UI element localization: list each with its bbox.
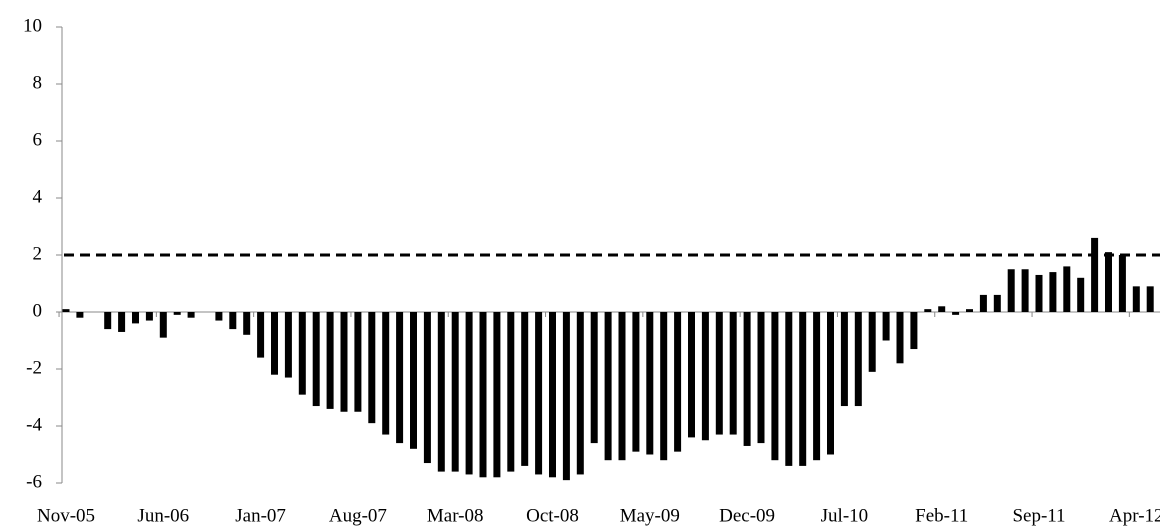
bar xyxy=(993,294,1001,312)
bar xyxy=(159,312,167,338)
bar xyxy=(785,312,793,466)
bar xyxy=(298,312,306,395)
bar xyxy=(882,312,890,341)
bar xyxy=(1091,237,1099,312)
y-tick-label: 2 xyxy=(33,243,43,264)
bar xyxy=(257,312,265,358)
bar xyxy=(701,312,709,441)
bar xyxy=(1146,286,1154,312)
bar xyxy=(1035,274,1043,312)
bar xyxy=(1077,277,1085,312)
bar xyxy=(799,312,807,466)
bar xyxy=(354,312,362,412)
bar xyxy=(465,312,473,475)
bar xyxy=(1049,272,1057,312)
bar xyxy=(660,312,668,461)
bar xyxy=(618,312,626,461)
bar xyxy=(368,312,376,424)
bar xyxy=(938,306,946,312)
bar xyxy=(576,312,584,475)
y-tick-label: -6 xyxy=(26,471,42,492)
bar xyxy=(118,312,126,332)
bar xyxy=(187,312,195,318)
x-tick-label: Feb-11 xyxy=(915,505,968,526)
bar xyxy=(410,312,417,449)
bar xyxy=(493,312,501,478)
bar xyxy=(854,312,862,407)
bar xyxy=(243,312,251,335)
bar xyxy=(104,312,112,330)
bar xyxy=(827,312,834,455)
x-tick-label: Jan-07 xyxy=(235,505,286,526)
bar xyxy=(284,312,292,378)
bar xyxy=(590,312,598,444)
bar xyxy=(507,312,515,472)
bar xyxy=(966,309,973,312)
y-tick-label: 4 xyxy=(33,186,43,207)
bar xyxy=(1105,252,1112,312)
x-tick-label: Mar-08 xyxy=(427,505,484,526)
bar xyxy=(715,312,723,435)
bar xyxy=(312,312,320,407)
bar xyxy=(729,312,737,435)
bar xyxy=(549,312,556,478)
bar xyxy=(382,312,390,435)
bar xyxy=(271,312,278,375)
bar xyxy=(396,312,404,444)
x-tick-label: Jun-06 xyxy=(137,505,189,526)
bar xyxy=(1063,266,1071,312)
bar xyxy=(840,312,848,407)
x-tick-label: Oct-08 xyxy=(526,505,579,526)
y-tick-label: 6 xyxy=(33,129,43,150)
bar xyxy=(979,294,987,312)
x-tick-label: May-09 xyxy=(620,505,680,526)
bar xyxy=(1007,269,1015,312)
bar xyxy=(437,312,445,472)
bar xyxy=(1132,286,1140,312)
bar xyxy=(145,312,153,321)
bar xyxy=(632,312,640,452)
y-tick-label: 8 xyxy=(33,72,43,93)
bar xyxy=(910,312,918,350)
bar xyxy=(896,312,904,364)
bar xyxy=(535,312,543,475)
bar xyxy=(215,312,223,321)
bar xyxy=(451,312,459,472)
x-tick-label: Nov-05 xyxy=(37,505,95,526)
bar xyxy=(604,312,612,461)
x-tick-label: Dec-09 xyxy=(719,505,775,526)
bar xyxy=(521,312,529,466)
bar xyxy=(757,312,765,444)
bar xyxy=(562,312,570,481)
x-tick-label: Aug-07 xyxy=(329,505,387,526)
y-tick-label: -2 xyxy=(26,357,42,378)
bar xyxy=(771,312,779,461)
bar xyxy=(646,312,654,455)
bar xyxy=(1118,255,1126,312)
y-tick-label: -4 xyxy=(26,414,42,435)
bar xyxy=(229,312,237,330)
y-tick-label: 0 xyxy=(33,300,43,321)
bar xyxy=(813,312,821,461)
bar xyxy=(868,312,876,372)
bar xyxy=(479,312,487,478)
bar xyxy=(76,312,84,318)
y-tick-label: 10 xyxy=(23,15,42,36)
bar xyxy=(1021,269,1029,312)
bar xyxy=(952,312,960,315)
bar xyxy=(62,309,70,312)
bar xyxy=(173,312,181,315)
x-tick-label: Apr-12 xyxy=(1109,505,1160,526)
bar xyxy=(340,312,348,412)
bar xyxy=(924,309,932,312)
bar xyxy=(326,312,334,409)
bar xyxy=(688,312,695,438)
x-tick-label: Jul-10 xyxy=(821,505,869,526)
bar xyxy=(423,312,431,464)
bar xyxy=(132,312,139,324)
bar xyxy=(674,312,682,452)
x-tick-label: Sep-11 xyxy=(1012,505,1065,526)
bar xyxy=(743,312,751,446)
